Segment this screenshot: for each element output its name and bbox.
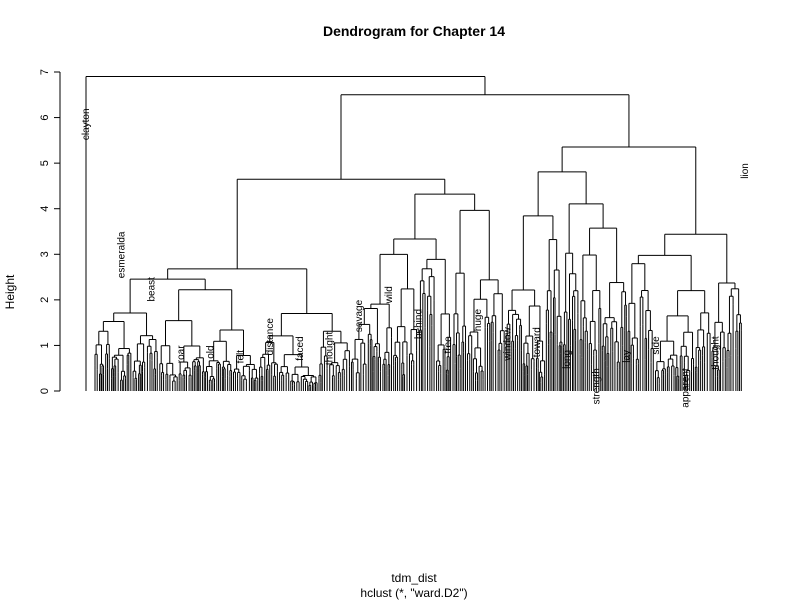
dendrogram-tree — [85, 76, 742, 391]
y-tick-label: 1 — [39, 342, 51, 348]
leaf-label: clayton — [81, 108, 92, 140]
leaf-label: toward — [532, 327, 543, 357]
leaf-label: roar — [176, 345, 187, 363]
y-axis: 0 1 2 3 4 5 6 7 — [39, 69, 61, 394]
y-tick-label: 5 — [39, 160, 51, 166]
leaf-label: felt — [235, 350, 246, 364]
leaf-label: thought — [324, 332, 335, 366]
leaf-label: beast — [146, 277, 157, 302]
leaf-label: distance — [265, 318, 276, 356]
leaf-label: lay — [621, 350, 632, 363]
leaf-label: apparent — [681, 368, 692, 408]
leaf-label: savage — [354, 299, 365, 332]
leaf-labels: clayton esmeralda beast roar old felt distance… — [81, 108, 751, 407]
y-tick-label: 0 — [39, 388, 51, 394]
chart-title: Dendrogram for Chapter 14 — [323, 23, 505, 39]
leaf-label: window — [503, 326, 514, 361]
leaf-label: tree — [443, 336, 454, 354]
leaf-label: strength — [592, 368, 603, 404]
leaf-label: old — [206, 345, 217, 358]
leaf-label: behind — [414, 309, 425, 339]
leaf-label: thought — [710, 336, 721, 370]
x-axis-title: tdm_dist — [391, 571, 437, 585]
y-tick-label: 4 — [39, 206, 51, 212]
leaf-label: esmeralda — [117, 231, 128, 278]
leaf-label: wild — [384, 286, 395, 304]
y-tick-label: 3 — [39, 251, 51, 257]
y-axis-title: Height — [3, 274, 17, 309]
leaf-label: huge — [473, 309, 484, 332]
y-tick-label: 6 — [39, 115, 51, 121]
y-tick-label: 7 — [39, 69, 51, 75]
leaf-label: long — [562, 350, 573, 369]
leaf-label: faced — [295, 336, 306, 360]
leaf-label: lion — [740, 163, 751, 179]
y-tick-label: 2 — [39, 297, 51, 303]
method-subtitle: hclust (*, "ward.D2") — [360, 586, 467, 600]
leaf-label: side — [651, 336, 662, 355]
